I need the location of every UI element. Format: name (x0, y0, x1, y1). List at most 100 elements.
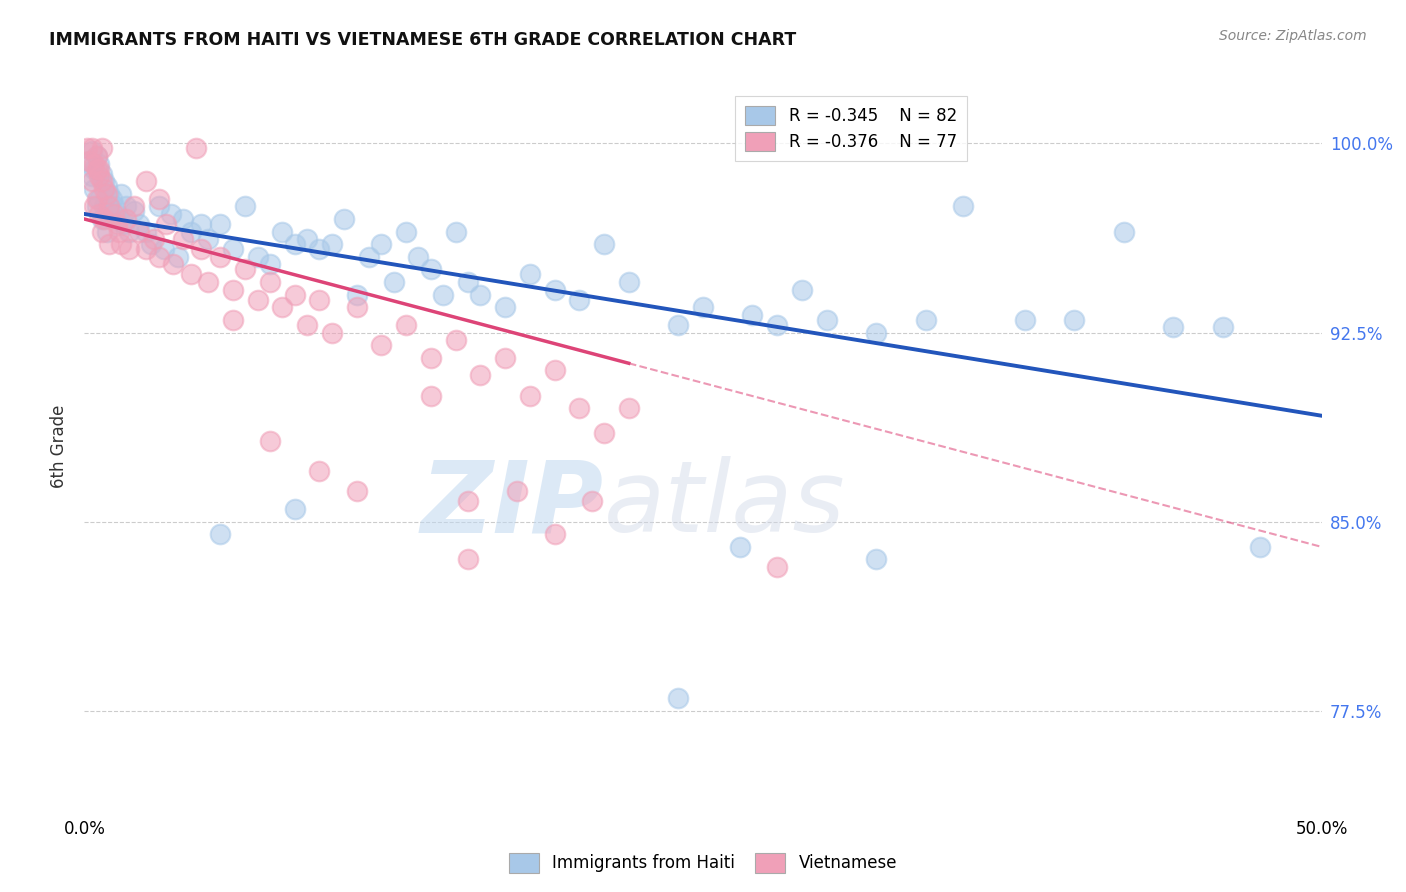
Point (112, 217, 135, 231)
Point (419, 262, 441, 277)
Point (295, 232, 318, 246)
Point (506, 484, 529, 499)
Point (190, 242, 212, 256)
Point (543, 527, 565, 541)
Point (172, 212, 194, 227)
Point (80, 169, 103, 183)
Point (135, 242, 157, 256)
Point (98, 207, 121, 221)
Point (172, 232, 194, 246)
Point (1249, 540, 1271, 554)
Point (115, 199, 138, 213)
Point (90, 212, 112, 227)
Point (209, 217, 232, 231)
Point (86, 199, 108, 213)
Point (395, 225, 418, 239)
Legend: Immigrants from Haiti, Vietnamese: Immigrants from Haiti, Vietnamese (502, 847, 904, 880)
Point (470, 368, 492, 383)
Point (209, 250, 232, 264)
Point (80, 144, 103, 158)
Point (233, 199, 256, 213)
Point (1063, 313, 1085, 327)
Point (80, 174, 103, 188)
Point (284, 237, 307, 252)
Point (766, 318, 789, 332)
Point (382, 275, 405, 289)
Point (321, 237, 343, 252)
Point (89, 169, 111, 183)
Point (86, 192, 108, 206)
Point (246, 250, 269, 264)
Point (98, 186, 121, 201)
Point (370, 237, 392, 252)
Point (98, 199, 121, 213)
Point (346, 484, 368, 499)
Point (86, 161, 108, 176)
Point (83, 182, 105, 196)
Point (395, 318, 418, 332)
Point (222, 283, 245, 297)
Point (259, 434, 281, 448)
Point (142, 232, 165, 246)
Text: Source: ZipAtlas.com: Source: ZipAtlas.com (1219, 29, 1367, 43)
Point (346, 300, 368, 314)
Point (233, 262, 256, 277)
Point (728, 540, 751, 554)
Point (100, 192, 122, 206)
Point (110, 186, 132, 201)
Point (543, 363, 565, 377)
Point (180, 225, 202, 239)
Y-axis label: 6th Grade: 6th Grade (51, 404, 69, 488)
Point (118, 225, 141, 239)
Point (568, 401, 591, 416)
Point (76, 141, 98, 155)
Point (108, 212, 131, 227)
Point (295, 318, 318, 332)
Point (155, 217, 177, 231)
Point (259, 275, 281, 289)
Point (90, 167, 112, 181)
Point (543, 283, 565, 297)
Point (197, 232, 219, 246)
Legend: R = -0.345    N = 82, R = -0.376    N = 77: R = -0.345 N = 82, R = -0.376 N = 77 (735, 96, 967, 161)
Point (83, 199, 105, 213)
Point (209, 527, 232, 541)
Point (90, 225, 112, 239)
Point (222, 313, 245, 327)
Point (110, 237, 132, 252)
Point (308, 293, 330, 307)
Point (444, 225, 467, 239)
Point (741, 308, 763, 322)
Text: ZIP: ZIP (420, 456, 605, 553)
Point (197, 275, 219, 289)
Point (184, 141, 207, 155)
Point (370, 338, 392, 352)
Point (80, 141, 103, 155)
Point (519, 388, 541, 402)
Point (865, 552, 887, 566)
Point (128, 225, 150, 239)
Point (96, 225, 118, 239)
Point (222, 242, 245, 256)
Point (160, 207, 183, 221)
Point (108, 225, 131, 239)
Point (692, 300, 714, 314)
Point (93, 174, 115, 188)
Point (86, 149, 108, 163)
Point (271, 225, 294, 239)
Point (89, 156, 111, 170)
Text: atlas: atlas (605, 456, 845, 553)
Point (135, 174, 157, 188)
Point (93, 182, 115, 196)
Point (1014, 313, 1036, 327)
Point (93, 199, 115, 213)
Point (346, 287, 368, 301)
Point (105, 207, 128, 221)
Point (593, 426, 616, 441)
Point (444, 333, 467, 347)
Point (284, 287, 307, 301)
Point (284, 502, 307, 516)
Point (122, 199, 145, 213)
Point (519, 268, 541, 282)
Point (457, 494, 479, 508)
